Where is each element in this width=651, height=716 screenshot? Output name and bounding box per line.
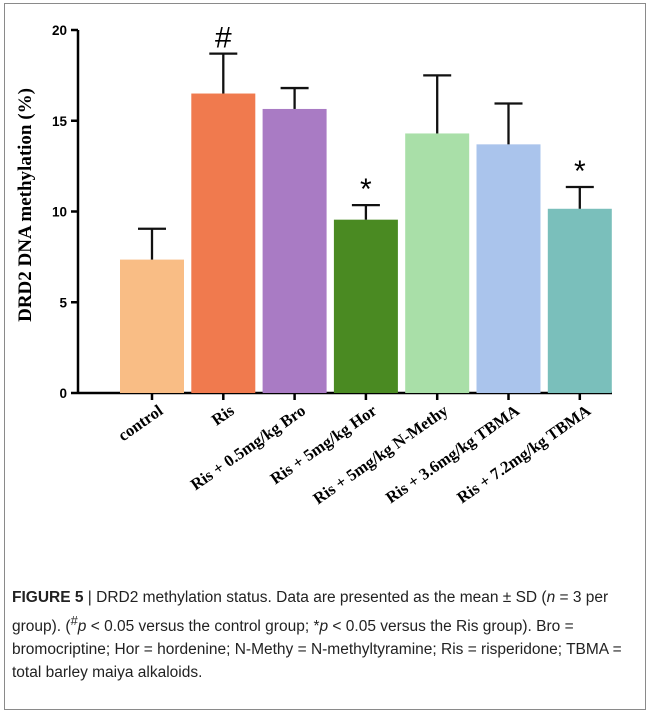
bar: [333, 219, 398, 393]
figure-caption: FIGURE 5 | DRD2 methylation status. Data…: [12, 586, 642, 684]
y-tick-label: 15: [52, 114, 68, 129]
y-tick-label: 0: [59, 386, 67, 401]
bar: [262, 108, 327, 393]
significance-marker: #: [215, 22, 232, 55]
caption-text-3: < 0.05 versus the control group; *: [86, 618, 320, 636]
caption-text-2: = 3 per group). (: [12, 589, 609, 636]
bar: [476, 144, 541, 393]
caption-text-4: < 0.05 versus the Ris group). Bro = brom…: [12, 618, 622, 682]
category-label: Ris: [208, 400, 238, 429]
category-label: Ris + 7.2mg/kg TBMA: [453, 401, 594, 508]
caption-p1: p: [77, 618, 87, 636]
caption-hash: #: [70, 613, 78, 628]
bar: [120, 259, 184, 393]
significance-marker: *: [574, 155, 586, 188]
y-tick-label: 20: [52, 23, 67, 38]
bar: [547, 208, 612, 393]
caption-p2: p: [319, 618, 329, 636]
category-label: control: [114, 400, 166, 445]
bar: [405, 133, 470, 393]
figure-label: FIGURE 5: [12, 589, 84, 606]
y-tick-label: 10: [52, 205, 67, 220]
caption-separator: |: [83, 589, 97, 606]
bar: [191, 93, 256, 394]
category-label: Ris + 0.5mg/kg Bro: [187, 401, 309, 494]
y-axis-label: DRD2 DNA methylation (%): [15, 88, 36, 322]
caption-n: n: [546, 589, 556, 606]
significance-marker: *: [360, 173, 372, 206]
bars: [120, 52, 612, 394]
caption-text-1: DRD2 methylation status. Data are presen…: [96, 589, 547, 606]
y-tick-label: 5: [59, 295, 67, 310]
category-label: Ris + 5mg/kg N-Methy: [309, 400, 452, 508]
